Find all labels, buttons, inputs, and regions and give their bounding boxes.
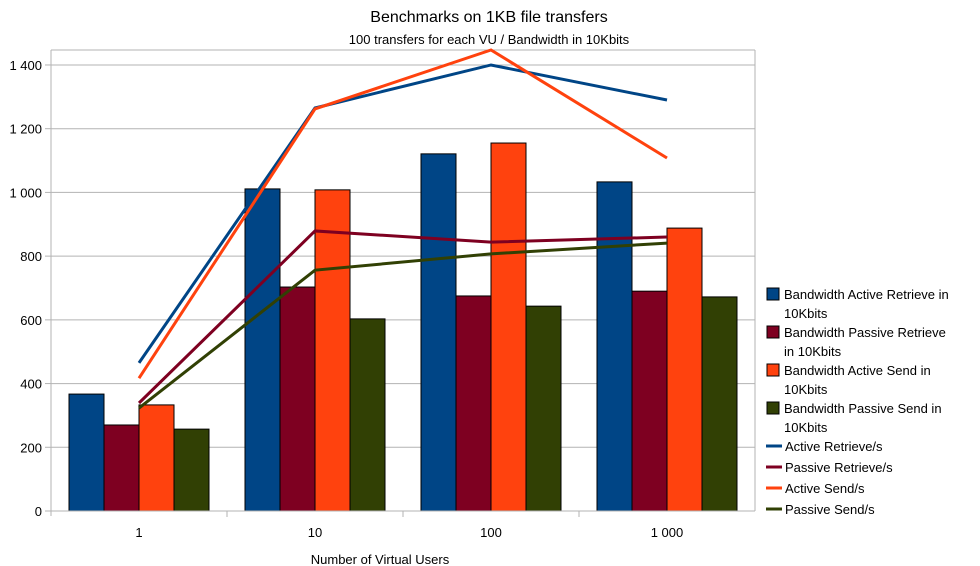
legend-label: Active Retrieve/s — [785, 439, 883, 454]
legend-swatch — [766, 325, 780, 339]
legend-label: in 10Kbits — [784, 344, 842, 359]
legend-swatch — [766, 287, 780, 301]
bar — [68, 393, 105, 512]
lines — [137, 48, 668, 410]
bar — [525, 305, 562, 512]
bar — [596, 181, 633, 512]
bar — [349, 318, 386, 512]
bar — [455, 295, 492, 512]
bar — [279, 286, 316, 512]
x-axis-label: Number of Virtual Users — [311, 552, 450, 566]
bar — [631, 290, 668, 512]
chart-title: Benchmarks on 1KB file transfers — [370, 9, 607, 26]
legend-label: Bandwidth Active Retrieve in — [784, 287, 949, 302]
series-line — [137, 48, 668, 379]
bar — [103, 424, 140, 512]
series-line — [137, 229, 668, 405]
legend-swatch — [766, 363, 780, 377]
bar — [420, 153, 457, 512]
bars — [68, 142, 738, 512]
legend-label: Passive Send/s — [785, 502, 875, 517]
legend-label: Bandwidth Passive Send in — [784, 401, 942, 416]
bar — [314, 189, 351, 512]
legend-label: Bandwidth Passive Retrieve — [784, 325, 946, 340]
y-tick-label: 1 000 — [9, 185, 42, 200]
y-tick-label: 400 — [20, 377, 42, 392]
legend-swatch — [766, 401, 780, 415]
bar — [244, 188, 281, 512]
y-tick-label: 0 — [35, 504, 42, 519]
bar — [490, 142, 527, 512]
legend-label: 10Kbits — [784, 306, 828, 321]
y-tick-label: 1 400 — [9, 58, 42, 73]
series-line — [138, 241, 668, 410]
legend-label: Bandwidth Active Send in — [784, 363, 931, 378]
legend-label: Passive Retrieve/s — [785, 460, 893, 475]
y-tick-label: 200 — [20, 440, 42, 455]
x-tick-label: 1 — [135, 525, 142, 540]
y-tick-label: 1 200 — [9, 122, 42, 137]
bar — [173, 428, 210, 512]
x-tick-label: 100 — [480, 525, 502, 540]
legend-label: Active Send/s — [785, 481, 865, 496]
series-line — [137, 63, 668, 364]
bar — [701, 296, 738, 512]
bar — [666, 227, 703, 512]
x-tick-label: 1 000 — [651, 525, 684, 540]
chart-subtitle: 100 transfers for each VU / Bandwidth in… — [349, 32, 630, 47]
x-tick-label: 10 — [308, 525, 322, 540]
y-tick-label: 800 — [20, 249, 42, 264]
x-axis-ticks: 1 10 100 1 000 — [135, 511, 683, 540]
y-axis-ticks: 0 200 400 600 800 1 000 1 200 1 400 — [9, 58, 51, 519]
y-tick-label: 600 — [20, 313, 42, 328]
legend-label: 10Kbits — [784, 420, 828, 435]
legend-label: 10Kbits — [784, 382, 828, 397]
bar — [138, 404, 175, 512]
legend: Bandwidth Active Retrieve in 10Kbits Bandw… — [766, 287, 949, 517]
